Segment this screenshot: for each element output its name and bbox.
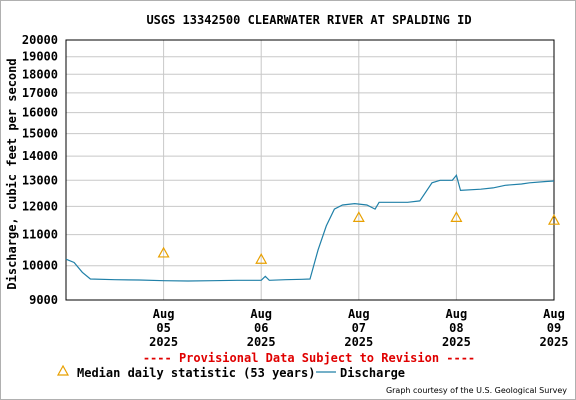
y-tick-label: 16000 (22, 106, 58, 120)
x-tick-label: Aug (153, 307, 175, 321)
legend: Median daily statistic (53 years) Discha… (56, 364, 405, 380)
y-tick-label: 17000 (22, 86, 58, 100)
chart-title: USGS 13342500 CLEARWATER RIVER AT SPALDI… (146, 13, 471, 27)
x-tick-label: 05 (156, 321, 170, 335)
y-tick-label: 10000 (22, 259, 58, 273)
y-tick-label: 9000 (29, 293, 58, 307)
x-tick-label: Aug (348, 307, 370, 321)
x-tick-label: 2025 (344, 335, 373, 349)
plot-area (65, 39, 555, 301)
median-marker (547, 213, 561, 225)
y-tick-label: 18000 (22, 67, 58, 81)
legend-discharge-label: Discharge (340, 366, 405, 380)
y-tick-labels: 9000 10000 11000 12000 13000 14000 15000 16000 1… (22, 33, 58, 307)
y-tick-label: 12000 (22, 199, 58, 213)
y-axis-label: Discharge, cubic feet per second (5, 58, 19, 289)
x-tick-label: 2025 (540, 335, 569, 349)
median-marker (352, 211, 365, 222)
provisional-notice: ---- Provisional Data Subject to Revisio… (143, 351, 475, 365)
x-tick-label: 2025 (442, 335, 471, 349)
x-tick-label: Aug (543, 307, 565, 321)
y-tick-label: 14000 (22, 149, 58, 163)
credit-text: Graph courtesy of the U.S. Geological Su… (386, 386, 567, 395)
y-tick-label: 19000 (22, 50, 58, 64)
y-tick-label: 11000 (22, 228, 58, 242)
median-marker (157, 246, 170, 258)
median-marker (255, 253, 268, 264)
grid-lines (66, 39, 555, 301)
x-tick-label: Aug (250, 307, 272, 321)
x-tick-label: 09 (547, 321, 561, 335)
series-discharge-line (65, 174, 555, 282)
x-tick-label: 07 (352, 321, 366, 335)
x-tick-label: 08 (449, 321, 463, 335)
legend-median-label: Median daily statistic (53 years) (77, 366, 315, 380)
legend-triangle-icon (56, 364, 70, 376)
x-tick-label: 06 (254, 321, 268, 335)
x-tick-label: 2025 (149, 335, 178, 349)
x-tick-labels: Aug052025Aug062025Aug072025Aug082025Aug0… (149, 307, 568, 349)
y-tick-label: 20000 (22, 33, 58, 47)
series-median-markers (157, 211, 561, 264)
y-tick-label: 13000 (22, 173, 58, 187)
x-tick-label: Aug (446, 307, 468, 321)
x-tick-label: 2025 (247, 335, 276, 349)
y-tick-label: 15000 (22, 127, 58, 141)
median-marker (450, 211, 463, 222)
